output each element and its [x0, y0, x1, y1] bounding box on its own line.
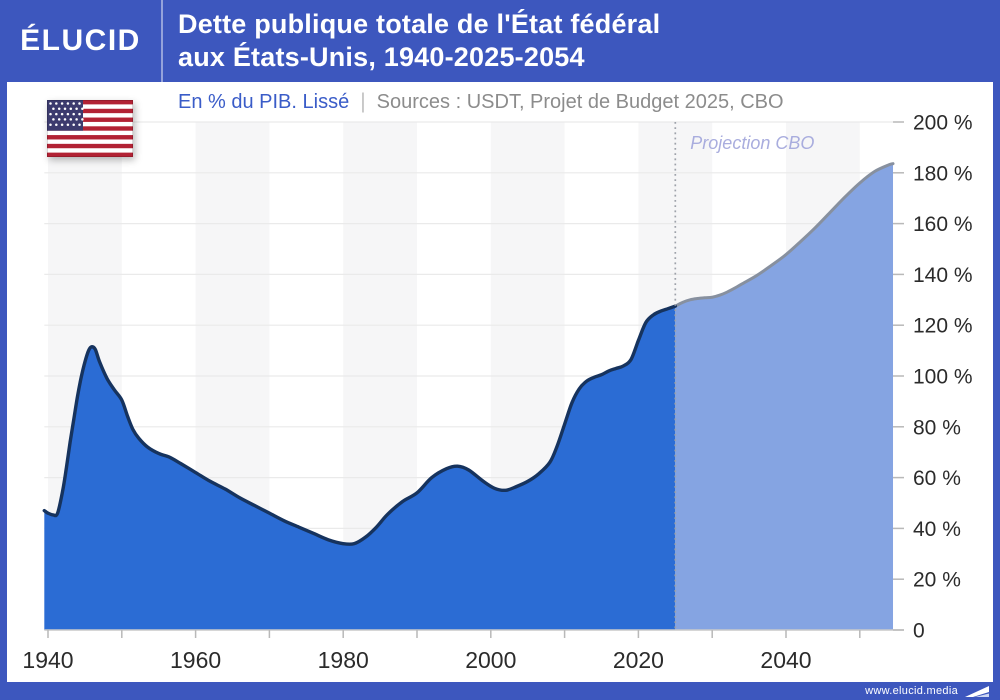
- historical-area: [44, 306, 676, 630]
- y-tick-label: 60 %: [913, 467, 961, 490]
- y-tick-label: 200 %: [913, 112, 973, 135]
- axes: [44, 121, 904, 638]
- y-tick-label: 100 %: [913, 366, 973, 389]
- subtitle-row: En % du PIB. Lissé | Sources : USDT, Pro…: [178, 88, 784, 116]
- x-tick-label: 2040: [760, 647, 811, 673]
- elucid-flag-icon: [965, 685, 989, 697]
- y-tick-label: 40 %: [913, 518, 961, 541]
- x-axis-labels: 1940 1960 1980 2000 2020 2040: [22, 647, 811, 673]
- x-tick-label: 2020: [613, 647, 664, 673]
- x-tick-label: 1960: [170, 647, 221, 673]
- y-tick-label: 80 %: [913, 416, 961, 439]
- y-tick-label: 120 %: [913, 315, 973, 338]
- us-flag-icon: [47, 100, 133, 157]
- elucid-logo-text: ÉLUCID: [20, 24, 141, 57]
- subtitle-metric: En % du PIB. Lissé: [178, 90, 350, 113]
- x-tick-label: 1940: [22, 647, 73, 673]
- footer-bar: www.elucid.media: [0, 682, 1000, 700]
- y-tick-label: 20 %: [913, 569, 961, 592]
- x-tick-label: 1980: [318, 647, 369, 673]
- header-bar: ÉLUCID Dette publique totale de l'État f…: [0, 0, 1000, 82]
- y-tick-label: 160 %: [913, 213, 973, 236]
- chart-title-line2: aux États-Unis, 1940-2025-2054: [178, 42, 585, 72]
- page-border-left: [0, 82, 7, 682]
- page-border-right: [993, 82, 1000, 682]
- y-tick-label: 0: [913, 620, 925, 643]
- chart-title-line1: Dette publique totale de l'État fédéral: [178, 9, 661, 40]
- chart-title-block: Dette publique totale de l'État fédéral …: [163, 0, 660, 82]
- subtitle-separator: |: [360, 90, 366, 113]
- subtitle-sources: Sources : USDT, Projet de Budget 2025, C…: [376, 90, 784, 113]
- projection-annotation: Projection CBO: [690, 133, 814, 153]
- y-tick-label: 140 %: [913, 264, 973, 287]
- y-tick-label: 180 %: [913, 162, 973, 185]
- debt-area-chart: Projection CBO 1940 1960 1980 2000 2020 2040 0 2…: [22, 112, 973, 674]
- elucid-logo: ÉLUCID: [0, 0, 163, 82]
- y-axis-labels: 0 20 % 40 % 60 % 80 % 100 % 120 % 140 % 160 % 180…: [913, 112, 973, 643]
- historical-line: [42, 304, 677, 546]
- x-tick-label: 2000: [465, 647, 516, 673]
- projection-line: [673, 162, 895, 308]
- footer-url-link[interactable]: www.elucid.media: [865, 685, 958, 697]
- projection-area: [675, 163, 894, 630]
